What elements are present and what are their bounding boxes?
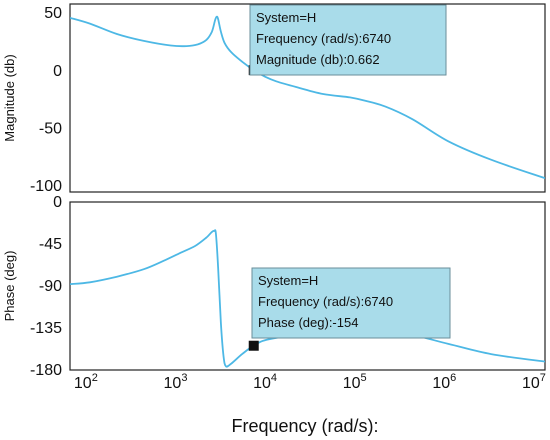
- x-tick-label: 104: [253, 372, 277, 392]
- magnitude-y-tick-label: -100: [30, 178, 62, 195]
- magnitude-y-tick-label: 50: [44, 5, 62, 22]
- x-tick-label: 103: [164, 372, 188, 392]
- x-tick-label: 106: [432, 372, 456, 392]
- tooltip-system-text: System=H: [258, 273, 318, 288]
- phase-y-tick-label: -180: [30, 362, 62, 379]
- magnitude-y-tick-label: -50: [39, 121, 62, 138]
- tooltip-system-text: System=H: [256, 10, 316, 25]
- x-tick-label: 102: [74, 372, 98, 392]
- x-axis-label: Frequency (rad/s):: [231, 416, 378, 436]
- tooltip-frequency-text: Frequency (rad/s):6740: [258, 294, 393, 309]
- phase-data-tooltip[interactable]: System=H Frequency (rad/s):6740 Phase (deg…: [251, 267, 451, 339]
- phase-panel: 0 -45 -90 -135 -180 Phase (deg) 102 103 104 105 10…: [2, 194, 546, 392]
- x-tick-label: 107: [522, 372, 546, 392]
- x-tick-label: 105: [343, 372, 367, 392]
- tooltip-frequency-text: Frequency (rad/s):6740: [256, 31, 391, 46]
- phase-data-cursor-marker[interactable]: [248, 340, 259, 351]
- magnitude-y-tick-label: 0: [53, 63, 62, 80]
- phase-y-tick-label: 0: [53, 194, 62, 211]
- tooltip-box: [251, 267, 451, 339]
- phase-y-tick-label: -90: [39, 278, 62, 295]
- tooltip-box: [249, 4, 447, 76]
- phase-plot-frame: [69, 201, 546, 371]
- magnitude-y-axis-label: Magnitude (db): [2, 54, 17, 141]
- phase-y-tick-label: -135: [30, 320, 62, 337]
- tooltip-value-text: Magnitude (db):0.662: [256, 52, 380, 67]
- magnitude-series-line: [70, 15, 545, 180]
- magnitude-data-tooltip[interactable]: System=H Frequency (rad/s):6740 Magnitude …: [249, 4, 447, 76]
- magnitude-panel: 50 0 -50 -100 Magnitude (db) System=H Frequenc…: [2, 3, 546, 195]
- phase-y-axis-label: Phase (deg): [2, 251, 17, 322]
- magnitude-plot-frame: [69, 3, 546, 193]
- phase-y-tick-label: -45: [39, 236, 62, 253]
- tooltip-value-text: Phase (deg):-154: [258, 315, 358, 330]
